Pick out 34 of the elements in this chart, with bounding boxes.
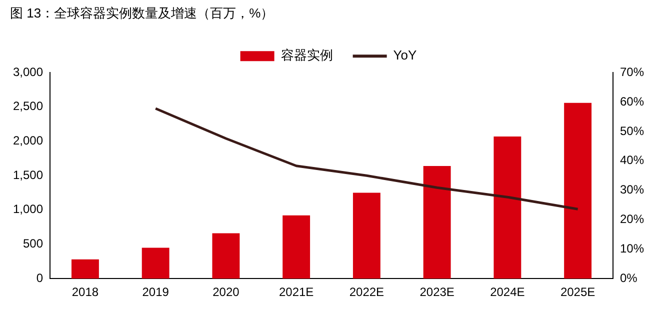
y-tick-label: 1,000 [13,202,44,216]
y-tick-label: 3,000 [13,64,44,79]
x-tick-label: 2020 [212,285,240,300]
y2-tick-label: 70% [620,64,644,79]
x-tick-label: 2025E [560,285,596,300]
bar [564,102,592,279]
y2-tick-label: 0% [620,270,638,285]
chart-title: 图 13：全球容器实例数量及增速（百万，%） [10,5,274,20]
x-tick-label: 2023E [420,285,454,300]
bar [212,233,240,279]
y-tick-label: 500 [23,236,44,251]
x-tick-label: 2021E [278,285,314,300]
y2-tick-label: 10% [620,241,644,256]
x-tick-label: 2024E [490,285,525,300]
bar [282,215,310,279]
bar [142,248,170,279]
bar [352,192,380,279]
legend-label: YoY [393,48,418,63]
y-tick-label: 0 [36,270,44,285]
x-tick-label: 2019 [142,285,170,300]
y2-tick-label: 30% [620,182,644,197]
y2-tick-label: 40% [620,153,644,168]
x-tick-label: 2022E [349,285,384,300]
y2-tick-label: 50% [620,124,644,138]
y2-tick-label: 20% [620,212,644,226]
y-tick-label: 2,000 [13,134,44,148]
legend-label: 容器实例 [280,48,333,63]
y-tick-label: 2,500 [13,99,44,114]
bar [423,166,451,279]
x-tick-label: 2018 [72,285,99,300]
y-tick-label: 1,500 [13,168,44,182]
bar [494,136,522,279]
bar [71,259,99,279]
y2-tick-label: 60% [620,94,644,108]
